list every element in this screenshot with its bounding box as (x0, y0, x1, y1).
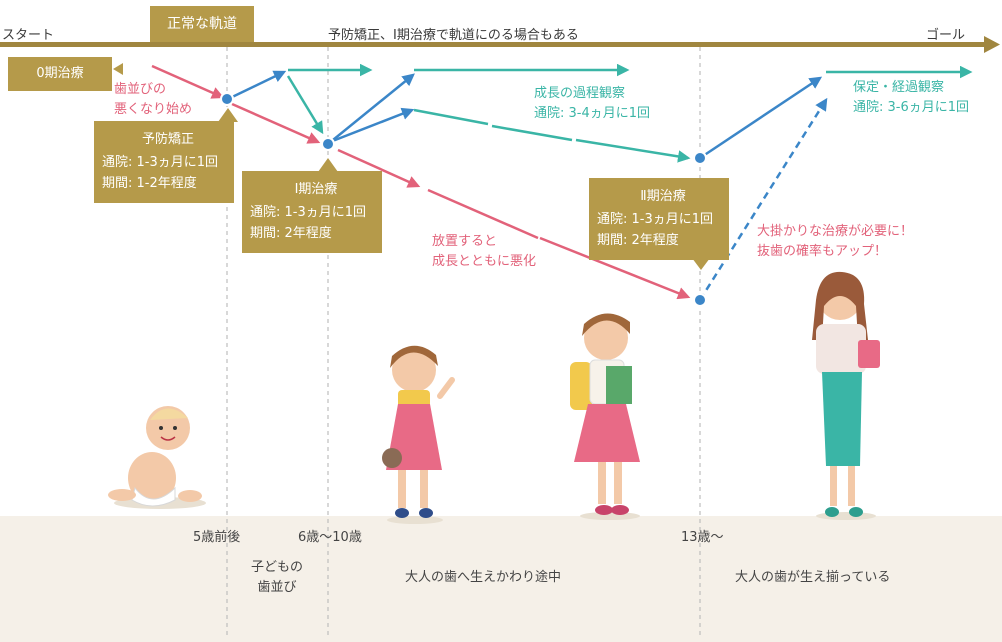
stage-transition: 大人の歯へ生えかわり途中 (405, 570, 562, 585)
age-label-13: 13歳〜 (681, 530, 724, 545)
phase1-title: Ⅰ期治療 (294, 182, 338, 197)
on-track-label: 正常な軌道 (150, 6, 254, 42)
growth-observation-note: 成長の過程観察 通院: 3-4ヵ月に1回 (534, 86, 651, 121)
phase1-box: Ⅰ期治療 通院: 1-3ヵ月に1回 期間: 2年程度 (242, 171, 382, 253)
baby-illustration (108, 406, 206, 509)
age-dividers (226, 47, 701, 635)
box-pointers (113, 63, 710, 270)
major-treatment-note: 大掛かりな治療が必要に！ 抜歯の確率もアップ！ (757, 224, 914, 259)
age-band (0, 516, 1002, 642)
retention-note: 保定・経過観察 通院: 3-6ヵ月に1回 (853, 80, 970, 115)
prevention-period: 期間: 1-2年程度 (102, 176, 197, 191)
timeline-note: 予防矯正、Ⅰ期治療で軌道にのる場合もある (328, 28, 579, 43)
start-label: スタート (2, 28, 55, 43)
girl-illustration (570, 313, 640, 520)
treatment-path (227, 70, 828, 301)
phase2-title: Ⅱ期治療 (640, 189, 686, 204)
age-label-5: 5歳前後 (193, 530, 241, 545)
observation-path (286, 63, 973, 163)
phase2-period: 期間: 2年程度 (597, 233, 679, 248)
age-label-6-10: 6歳〜10歳 (298, 530, 362, 545)
decision-nodes (220, 92, 707, 307)
phase1-visits: 通院: 1-3ヵ月に1回 (250, 205, 367, 220)
stage-child-teeth: 子どもの 歯並び (250, 560, 303, 595)
phase2-visits: 通院: 1-3ヵ月に1回 (597, 212, 714, 227)
neglect-note: 放置すると 成長とともに悪化 (432, 234, 537, 269)
woman-illustration (812, 271, 880, 520)
worsening-start-note: 歯並びの 悪くなり始め (114, 82, 193, 117)
prevention-title: 予防矯正 (141, 132, 194, 147)
phase1-period: 期間: 2年程度 (250, 226, 332, 241)
stage-adult-teeth: 大人の歯が生え揃っている (735, 570, 891, 585)
prevention-box: 予防矯正 通院: 1-3ヵ月に1回 期間: 1-2年程度 (94, 121, 234, 203)
timeline-arrow (0, 36, 1000, 53)
goal-label: ゴール (926, 28, 966, 43)
phase2-box: Ⅱ期治療 通院: 1-3ヵ月に1回 期間: 2年程度 (589, 178, 729, 260)
prevention-visits: 通院: 1-3ヵ月に1回 (102, 155, 219, 170)
child-illustration (382, 345, 455, 524)
worsening-path (151, 64, 691, 300)
phase0-label: 0期治療 (8, 57, 112, 91)
